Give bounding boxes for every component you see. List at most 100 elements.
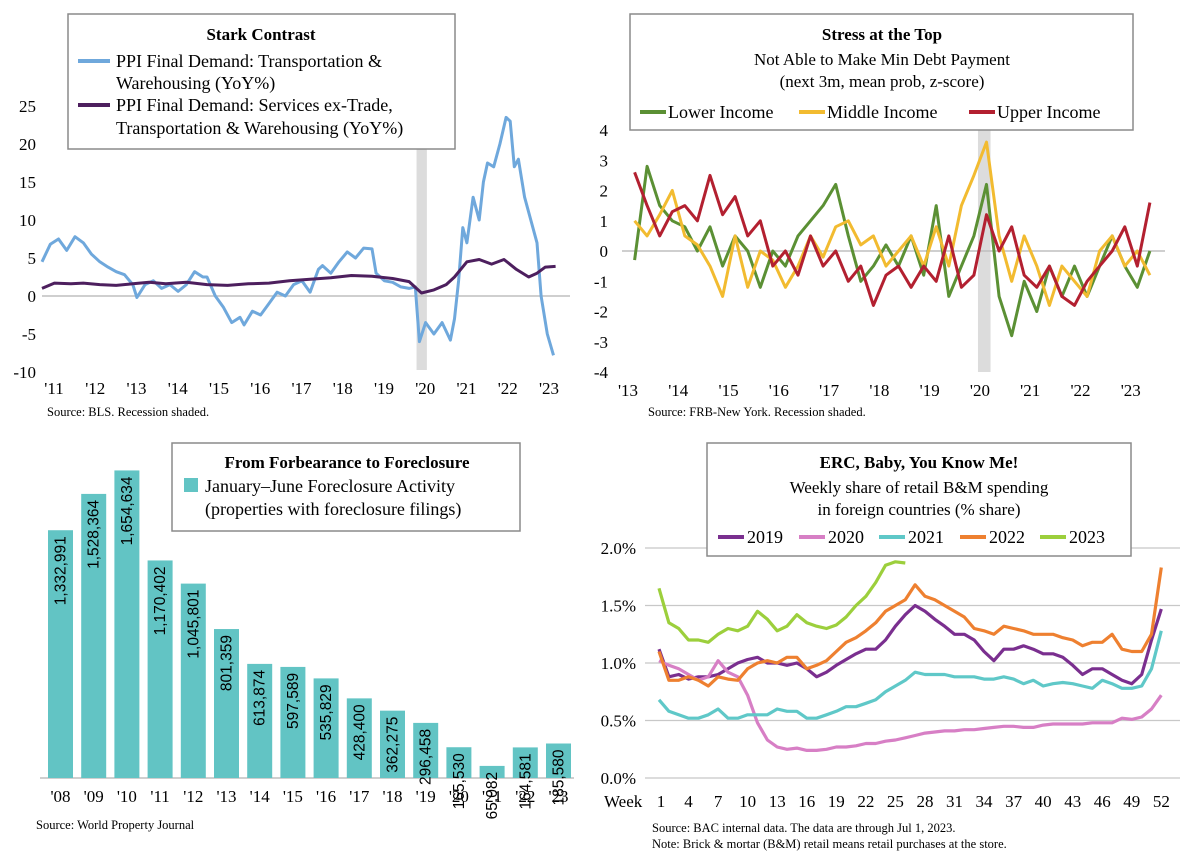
ppi-series-line <box>40 115 555 356</box>
erc-legend-box: ERC, Baby, You Know Me! Weekly share of … <box>706 442 1132 557</box>
fc-x-tick: '14 <box>250 787 271 806</box>
stress-series <box>633 140 1152 338</box>
fc-bars: 1,332,991 '08 1,528,364 '09 1,654,634 '10 1,17… <box>48 470 571 819</box>
fc-legend-swatch <box>184 478 198 492</box>
ppi-x-tick: '18 <box>333 379 353 398</box>
stress-legend-upper: Upper Income <box>997 102 1100 122</box>
erc-y-tick: 0.0% <box>601 769 636 788</box>
stress-y-tick: -4 <box>594 363 609 382</box>
fc-bar-label: 362,275 <box>385 717 402 773</box>
fc-bar-label: 65,082 <box>484 772 501 819</box>
stress-x-tick: '21 <box>1020 381 1040 400</box>
ppi-legend-services-line2: Transportation & Warehousing (YoY%) <box>116 118 403 139</box>
erc-x-tick: 40 <box>1035 792 1052 811</box>
fc-bar <box>512 747 538 778</box>
stress-x-tick: '22 <box>1070 381 1090 400</box>
fc-bar-label: 164,581 <box>517 753 534 809</box>
erc-series-line <box>657 560 906 644</box>
fc-bar <box>147 560 173 778</box>
ppi-y-tick: 10 <box>19 211 36 230</box>
fc-bar-label: 1,654,634 <box>119 476 136 545</box>
fc-x-tick: '18 <box>382 787 402 806</box>
ppi-x-tick: '15 <box>209 379 229 398</box>
fc-bar <box>48 530 73 778</box>
ppi-y-tick: 15 <box>19 173 36 192</box>
chart-foreclosure: 1,332,991 '08 1,528,364 '09 1,654,634 '10 1,17… <box>36 442 574 832</box>
erc-legend-2020: 2020 <box>828 527 864 547</box>
stress-series-line <box>633 140 1152 307</box>
erc-note: Note: Brick & mortar (B&M) retail means … <box>652 837 1007 851</box>
erc-x-tick: 4 <box>684 792 693 811</box>
erc-y-tick: 1.0% <box>601 654 636 673</box>
fc-bar-label: 428,400 <box>351 704 368 760</box>
erc-x-tick: 37 <box>1005 792 1023 811</box>
stress-source: Source: FRB-New York. Recession shaded. <box>648 405 866 419</box>
erc-y-tick: 0.5% <box>601 712 636 731</box>
erc-x-tick: 13 <box>769 792 786 811</box>
stress-x-tick: '18 <box>869 381 889 400</box>
ppi-y-axis: 25 20 15 10 5 0 -5 -10 <box>13 97 36 382</box>
fc-legend-line1: January–June Foreclosure Activity <box>205 476 455 496</box>
erc-gridlines <box>645 547 1180 779</box>
fc-bar <box>114 470 140 778</box>
ppi-y-tick: 5 <box>28 249 37 268</box>
erc-series <box>657 560 1163 752</box>
stress-y-tick: 0 <box>600 242 609 261</box>
fc-bar <box>413 722 439 778</box>
fc-x-tick: '20 <box>449 787 469 806</box>
erc-series-line <box>658 659 1163 752</box>
erc-series-line <box>657 630 1163 720</box>
erc-series-line <box>657 567 1163 688</box>
erc-x-tick: 34 <box>976 792 994 811</box>
stress-y-tick: 4 <box>600 121 609 140</box>
stress-series-line <box>633 164 1152 338</box>
fc-bar <box>247 663 273 778</box>
stress-x-tick: '13 <box>618 381 638 400</box>
erc-title: ERC, Baby, You Know Me! <box>820 453 1019 472</box>
erc-x-tick: 1 <box>657 792 666 811</box>
erc-x-tick: 43 <box>1064 792 1081 811</box>
ppi-y-tick: 0 <box>28 287 37 306</box>
ppi-series <box>40 115 556 356</box>
fc-legend-line2: (properties with foreclosure filings) <box>205 499 461 520</box>
erc-legend-2019: 2019 <box>747 527 783 547</box>
stress-x-tick: '16 <box>769 381 789 400</box>
ppi-x-tick: '23 <box>539 379 559 398</box>
erc-x-tick: 7 <box>714 792 723 811</box>
fc-bar <box>280 666 306 778</box>
fc-bar <box>446 747 472 778</box>
stress-legend-lower: Lower Income <box>668 102 773 122</box>
ppi-recession-band <box>416 100 427 370</box>
erc-y-tick: 1.5% <box>601 597 636 616</box>
erc-legend-2022: 2022 <box>989 527 1025 547</box>
ppi-x-tick: '14 <box>168 379 189 398</box>
fc-x-tick: '16 <box>316 787 336 806</box>
stress-subtitle-line2: (next 3m, mean prob, z-score) <box>780 72 985 91</box>
ppi-legend-transport-line1: PPI Final Demand: Transportation & <box>116 51 382 71</box>
erc-legend-2021: 2021 <box>908 527 944 547</box>
fc-bar <box>180 583 206 778</box>
ppi-y-tick: 25 <box>19 97 36 116</box>
ppi-title: Stark Contrast <box>206 25 315 44</box>
fc-bar-label: 296,458 <box>418 729 435 785</box>
fc-x-tick: '21 <box>482 787 502 806</box>
erc-x-tick: 10 <box>739 792 756 811</box>
ppi-source: Source: BLS. Recession shaded. <box>47 405 209 419</box>
fc-x-tick: '19 <box>416 787 436 806</box>
fc-x-tick: '22 <box>515 787 535 806</box>
ppi-x-tick: '17 <box>291 379 312 398</box>
erc-y-axis: 2.0% 1.5% 1.0% 0.5% 0.0% <box>601 539 636 788</box>
erc-x-tick: 25 <box>887 792 904 811</box>
fc-x-tick: '23 <box>548 787 568 806</box>
fc-title: From Forbearance to Foreclosure <box>224 453 469 472</box>
fc-x-tick: '09 <box>84 787 104 806</box>
fc-x-tick: '10 <box>117 787 137 806</box>
ppi-legend-services-line1: PPI Final Demand: Services ex-Trade, <box>116 95 393 115</box>
fc-bar <box>546 743 571 778</box>
erc-subtitle-line1: Weekly share of retail B&M spending <box>790 478 1049 497</box>
fc-bar-label: 1,045,801 <box>185 590 202 659</box>
ppi-series-line <box>41 258 556 295</box>
fc-bar <box>313 678 339 778</box>
stress-x-tick: '19 <box>920 381 940 400</box>
